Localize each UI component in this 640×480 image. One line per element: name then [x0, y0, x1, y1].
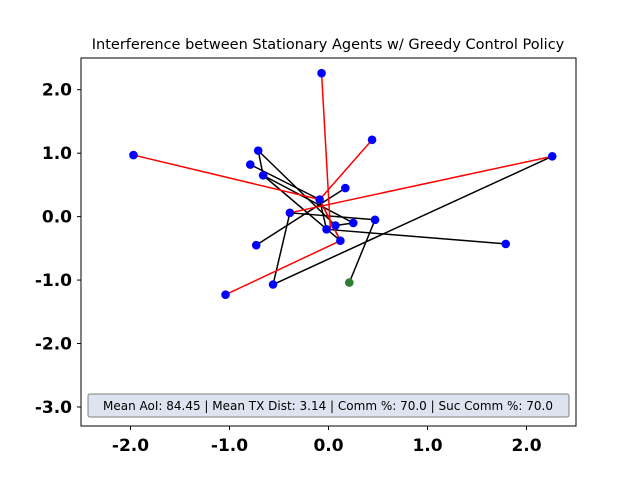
black-link	[326, 228, 506, 245]
black-link	[272, 155, 553, 286]
x-tick-label: 0.0	[313, 436, 343, 456]
agent-point	[268, 280, 278, 289]
stats-box-frame	[87, 393, 570, 418]
black-link	[318, 199, 328, 230]
agent-points	[129, 68, 557, 299]
stats-box: Mean AoI: 84.45 | Mean TX Dist: 3.14 | C…	[87, 393, 570, 418]
y-tick-label: 2.0	[42, 81, 72, 101]
plot-frame	[80, 57, 577, 427]
red-link	[318, 199, 342, 242]
agent-point	[315, 195, 324, 204]
agent-point	[258, 171, 268, 180]
agent-point	[285, 208, 295, 218]
agent-point	[501, 239, 511, 249]
agent-point	[348, 218, 358, 228]
red-links	[133, 73, 553, 296]
axis-ticks: -2.0 -1.0 0.0 1.0 2.0 2.0 1.0 0.0 -1.0 -2.0 -3.0	[35, 81, 542, 456]
black-link	[348, 219, 376, 283]
agent-point	[367, 135, 377, 145]
x-tick-label: 2.0	[511, 436, 541, 456]
agent-point	[251, 240, 261, 250]
black-link	[262, 174, 354, 224]
red-link	[133, 154, 320, 201]
y-tick-label: -1.0	[35, 271, 72, 291]
agent-point	[322, 225, 331, 234]
agent-point	[129, 150, 138, 160]
black-link	[255, 187, 346, 246]
black-links	[249, 150, 553, 286]
x-tick-label: -1.0	[211, 436, 248, 456]
y-tick-label: -3.0	[35, 398, 72, 418]
plot-area	[80, 57, 577, 427]
agent-point	[253, 146, 263, 155]
red-link	[289, 155, 553, 214]
agent-point	[317, 68, 326, 78]
agent-point	[341, 183, 350, 193]
y-tick-label: 0.0	[42, 208, 72, 228]
y-tick-label: -2.0	[35, 335, 72, 355]
agent-point	[336, 236, 345, 246]
x-tick-label: -2.0	[112, 436, 149, 456]
chart-title: Interference between Stationary Agents w…	[92, 37, 565, 53]
y-tick-label: 1.0	[42, 144, 72, 164]
base-station-point	[344, 278, 354, 287]
x-tick-label: 1.0	[412, 436, 442, 456]
black-link	[249, 163, 320, 201]
red-link	[318, 139, 373, 202]
stats-text: Mean AoI: 84.45 | Mean TX Dist: 3.14 | C…	[103, 399, 553, 413]
agent-point	[245, 160, 255, 169]
agent-point	[547, 152, 557, 161]
red-link	[225, 240, 341, 296]
agent-point	[331, 221, 340, 230]
agent-point	[221, 290, 230, 299]
agent-point	[370, 215, 380, 225]
